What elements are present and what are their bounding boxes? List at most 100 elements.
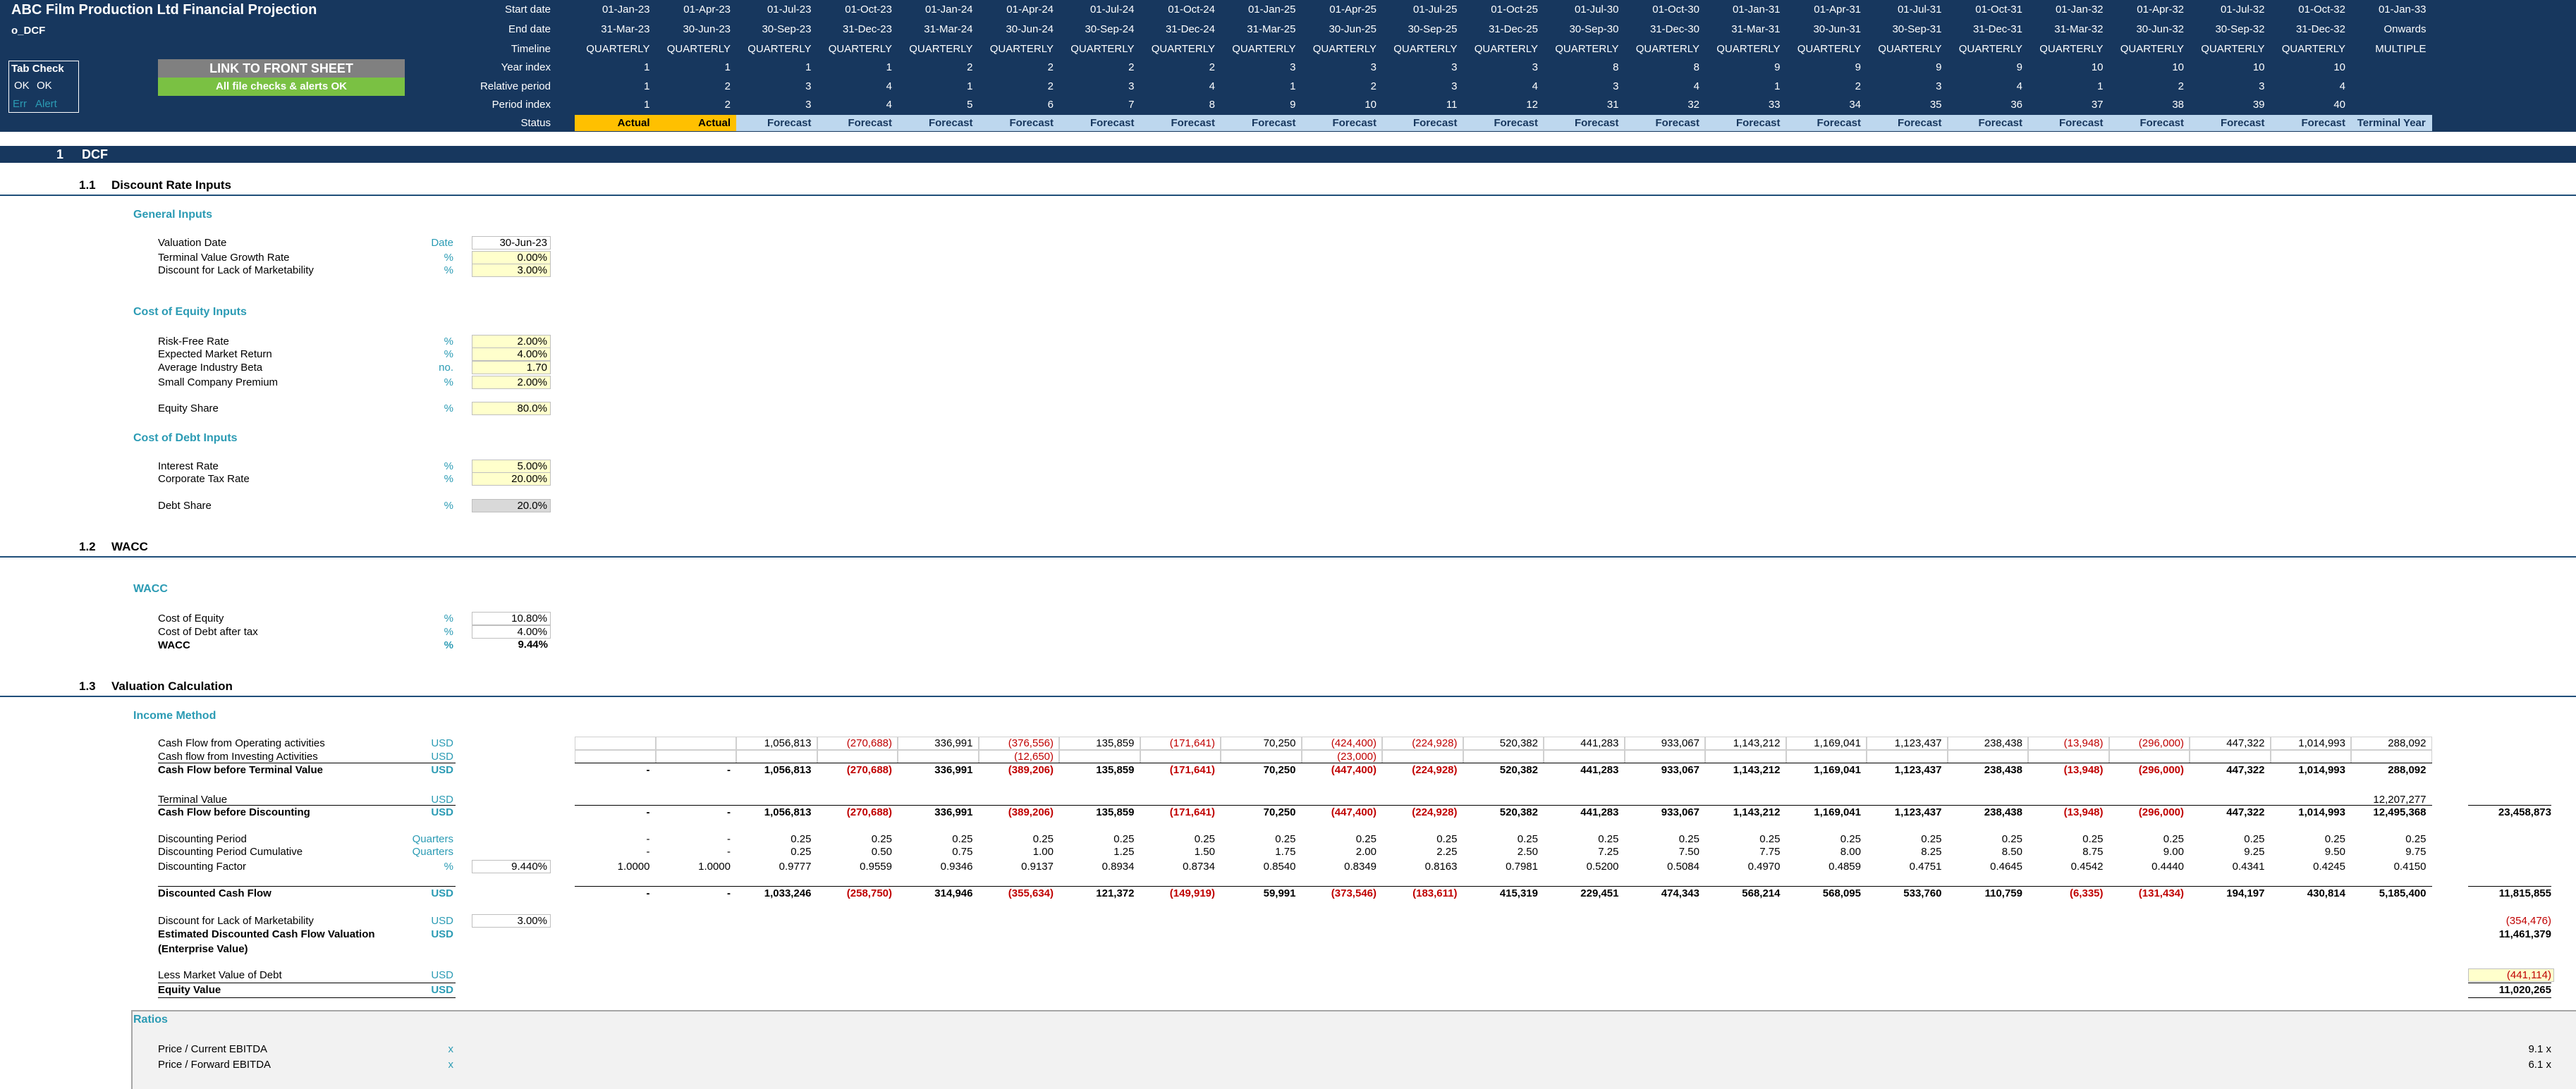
input-unit: % — [444, 376, 453, 388]
cell-value: 2.25 — [1436, 846, 1458, 858]
cell-value: (6,335) — [2069, 887, 2104, 899]
input-cell: 2.00% — [472, 376, 551, 389]
cell-value: 288,092 — [2388, 737, 2427, 749]
cell-value: (270,688) — [846, 737, 892, 749]
status-label: Terminal Year — [2357, 117, 2426, 129]
row-label: Discounting Period — [158, 833, 247, 845]
input-label: Discount for Lack of Marketability — [158, 264, 314, 276]
timeline-value: QUARTERLY — [2201, 43, 2265, 55]
cell-value: 430,814 — [2307, 887, 2345, 899]
timeline-value: 35 — [1929, 99, 1942, 111]
cell-value: 0.25 — [952, 833, 973, 845]
row-unit: Quarters — [412, 833, 453, 845]
cell-value: 110,759 — [1984, 887, 2022, 899]
link-button[interactable]: LINK TO FRONT SHEET — [158, 59, 405, 78]
status-label: Forecast — [1494, 117, 1538, 129]
timeline-value: 2 — [1370, 80, 1376, 92]
timeline-value: 3 — [1451, 80, 1458, 92]
ratio-unit: x — [448, 1043, 454, 1055]
timeline-value: 01-Jul-24 — [1089, 4, 1135, 16]
timeline-value: 2 — [1047, 61, 1054, 73]
cell-value: 933,067 — [1661, 806, 1699, 818]
check-label: OK — [14, 80, 30, 92]
cell-value: 238,438 — [1984, 764, 2022, 776]
timeline-value: 31-Dec-30 — [1649, 23, 1699, 35]
input-unit: % — [444, 336, 453, 347]
grid-cell — [1867, 737, 1948, 750]
grid-cell — [2270, 737, 2351, 750]
cell-value: 0.25 — [1355, 833, 1376, 845]
timeline-value: 4 — [1532, 80, 1538, 92]
section-band — [0, 146, 2576, 163]
timeline-value: 01-Jan-24 — [924, 4, 973, 16]
input-label: Cost of Debt after tax — [158, 626, 258, 638]
cell-value: (389,206) — [1008, 806, 1054, 818]
ratio-label: Price / Current EBITDA — [158, 1043, 268, 1055]
timeline-value: QUARTERLY — [1797, 43, 1861, 55]
cell-value: 1,014,993 — [2298, 806, 2345, 818]
timeline-value: 38 — [2172, 99, 2184, 111]
status-label: Forecast — [1735, 117, 1781, 129]
timeline-value: 2 — [724, 80, 731, 92]
row-unit: USD — [431, 764, 453, 776]
grid-cell — [817, 737, 898, 750]
cell-value: - — [727, 846, 731, 858]
row-label: Estimated Discounted Cash Flow Valuation — [158, 928, 375, 940]
row-unit: USD — [431, 751, 453, 763]
timeline-value: 01-Oct-23 — [845, 4, 892, 16]
timeline-label: Start date — [504, 4, 551, 16]
grid-cell — [1301, 737, 1382, 750]
cell-value: - — [727, 887, 731, 899]
timeline-value: QUARTERLY — [1393, 43, 1458, 55]
timeline-label: Period index — [492, 99, 551, 111]
cell-value: - — [646, 764, 650, 776]
grid-cell — [2270, 750, 2351, 763]
cell-value: 0.25 — [2001, 833, 2022, 845]
cell-value: 135,859 — [1096, 806, 1135, 818]
timeline-value: 31-Dec-25 — [1488, 23, 1538, 35]
cell-value: (12,650) — [1014, 751, 1054, 763]
timeline-value: 3 — [2259, 80, 2265, 92]
row-unit: USD — [431, 928, 453, 940]
check-label: Err — [13, 98, 27, 110]
cell-value: 59,991 — [1263, 887, 1296, 899]
timeline-value: 3 — [1936, 80, 1942, 92]
cell-value: (447,400) — [1331, 806, 1376, 818]
cell-value: 1.0000 — [617, 861, 650, 873]
cell-value: 441,283 — [1580, 764, 1619, 776]
timeline-value: 1 — [805, 61, 812, 73]
row-rule — [158, 805, 456, 806]
cell-value: (270,688) — [846, 806, 892, 818]
status-cell — [817, 115, 898, 131]
timeline-value: 30-Sep-30 — [1569, 23, 1619, 35]
cell-value: 0.4645 — [1990, 861, 2022, 873]
timeline-value: QUARTERLY — [1070, 43, 1135, 55]
row-rule — [2468, 805, 2551, 806]
cell-value: 0.25 — [1517, 833, 1538, 845]
section-title: DCF — [82, 147, 108, 161]
cell-value: (296,000) — [2138, 737, 2184, 749]
grid-cell — [1059, 737, 1140, 750]
row-total: 23,458,873 — [2498, 806, 2551, 818]
ratio-unit: x — [448, 1059, 454, 1071]
timeline-value: QUARTERLY — [909, 43, 973, 55]
timeline-value: 9 — [1855, 61, 1861, 73]
grid-cell — [575, 737, 656, 750]
cell-value: (131,434) — [2138, 887, 2184, 899]
ratio-value: 9.1 x — [2528, 1043, 2551, 1055]
timeline-value: 1 — [724, 61, 731, 73]
ratios-title: Ratios — [133, 1014, 168, 1026]
timeline-value: 1 — [644, 80, 650, 92]
input-unit: % — [444, 348, 453, 360]
cell-value: 0.8163 — [1424, 861, 1458, 873]
cell-value: 447,322 — [2226, 737, 2265, 749]
timeline-label: End date — [508, 23, 551, 35]
cell-value: 238,438 — [1984, 737, 2022, 749]
cell-value: 7.25 — [1598, 846, 1619, 858]
timeline-label: Status — [520, 117, 551, 129]
method-title: Income Method — [133, 710, 216, 722]
row-total: 11,020,265 — [2498, 984, 2551, 996]
timeline-value: QUARTERLY — [747, 43, 812, 55]
cell-value: 314,946 — [934, 887, 973, 899]
cell-value: 0.4150 — [2393, 861, 2427, 873]
